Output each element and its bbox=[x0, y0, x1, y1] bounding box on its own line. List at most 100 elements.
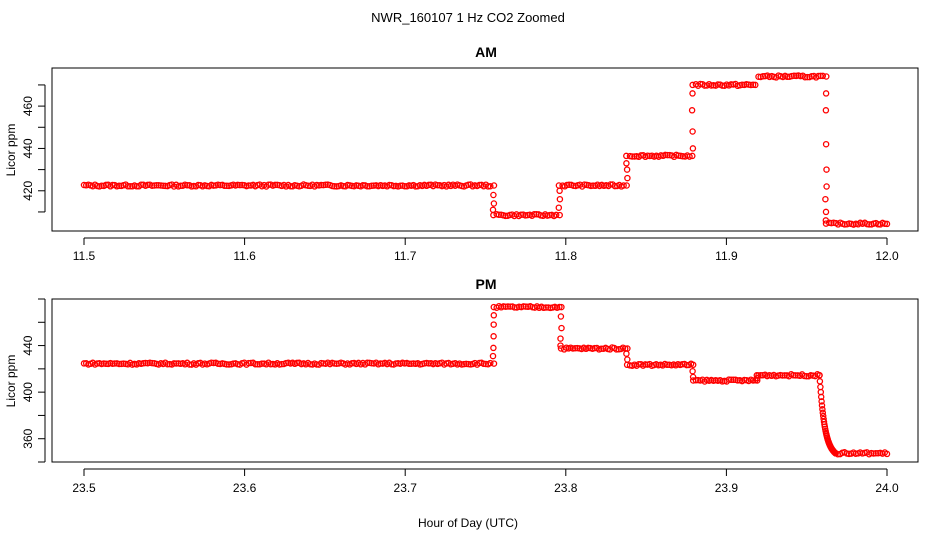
pm-data-point bbox=[502, 303, 509, 310]
pm-data-point bbox=[480, 360, 487, 368]
am-data-point bbox=[822, 195, 829, 203]
pm-data-point bbox=[557, 345, 565, 352]
pm-data-point bbox=[753, 372, 761, 379]
am-data-point bbox=[126, 182, 134, 190]
pm-panel-title: PM bbox=[476, 276, 497, 292]
am-points bbox=[80, 72, 891, 228]
pm-data-point bbox=[487, 359, 494, 367]
am-data-point bbox=[664, 151, 671, 159]
pm-data-point bbox=[816, 378, 824, 385]
am-data-point bbox=[738, 81, 746, 88]
am-y-tick-label: 460 bbox=[21, 96, 35, 116]
am-data-point bbox=[546, 211, 553, 219]
am-data-point bbox=[881, 220, 889, 227]
am-data-point bbox=[790, 72, 798, 79]
am-data-point bbox=[689, 81, 696, 89]
pm-data-point bbox=[490, 312, 498, 319]
am-data-point bbox=[883, 220, 891, 228]
am-data-point bbox=[556, 195, 564, 203]
am-data-point bbox=[124, 183, 132, 190]
am-data-point bbox=[155, 182, 162, 189]
pm-data-point bbox=[792, 372, 799, 379]
am-data-point bbox=[801, 73, 809, 81]
pm-data-point bbox=[642, 361, 649, 368]
pm-data-point bbox=[172, 360, 180, 367]
am-x-tick-label: 11.9 bbox=[715, 249, 738, 263]
pm-data-point bbox=[623, 350, 630, 357]
am-data-point bbox=[157, 182, 165, 189]
am-data-point bbox=[749, 81, 757, 88]
pm-data-point bbox=[490, 321, 497, 328]
am-data-point bbox=[689, 128, 696, 135]
am-data-point bbox=[331, 183, 338, 190]
am-data-point bbox=[822, 107, 830, 114]
pm-data-point bbox=[93, 360, 101, 367]
am-data-point bbox=[390, 182, 397, 190]
pm-x-tick-label: 23.9 bbox=[715, 481, 739, 495]
pm-data-point bbox=[142, 359, 149, 367]
am-data-point bbox=[517, 211, 525, 219]
pm-data-point bbox=[663, 361, 671, 369]
pm-plot-frame bbox=[51, 298, 919, 463]
pm-data-point bbox=[624, 356, 631, 363]
am-data-point bbox=[815, 72, 822, 80]
pm-data-point bbox=[115, 360, 123, 368]
pm-data-point bbox=[883, 450, 891, 458]
pm-data-point bbox=[476, 359, 483, 367]
pm-data-point bbox=[779, 372, 786, 379]
pm-data-point bbox=[170, 360, 178, 367]
am-data-point bbox=[623, 160, 630, 167]
pm-data-point bbox=[210, 359, 217, 367]
am-data-point bbox=[317, 181, 325, 189]
am-data-point bbox=[822, 208, 830, 216]
am-x-tick-label: 11.5 bbox=[73, 249, 96, 263]
am-data-point bbox=[144, 181, 151, 189]
am-data-point bbox=[490, 211, 497, 219]
pm-x-tick-label: 23.7 bbox=[394, 481, 418, 495]
am-data-point bbox=[98, 182, 105, 189]
pm-y-tick-label: 440 bbox=[21, 335, 35, 355]
am-data-point bbox=[236, 181, 244, 189]
am-data-point bbox=[686, 153, 693, 160]
pm-x-tick-label: 23.6 bbox=[233, 481, 257, 495]
pm-y-tick-label: 400 bbox=[21, 382, 35, 402]
pm-data-point bbox=[111, 360, 118, 367]
am-data-point bbox=[490, 200, 498, 207]
am-data-point bbox=[115, 182, 123, 190]
am-data-point bbox=[401, 182, 408, 190]
am-data-point bbox=[265, 181, 272, 188]
am-data-point bbox=[153, 182, 160, 189]
am-data-point bbox=[487, 182, 494, 190]
am-data-point bbox=[489, 206, 497, 214]
am-data-point bbox=[271, 181, 279, 189]
pm-data-point bbox=[392, 360, 400, 367]
pm-data-point bbox=[689, 367, 696, 375]
pm-data-point bbox=[730, 376, 737, 384]
pm-data-point bbox=[557, 313, 565, 320]
am-data-point bbox=[623, 166, 631, 173]
pm-data-point bbox=[689, 377, 697, 384]
pm-data-point bbox=[597, 345, 605, 352]
pm-data-point bbox=[801, 372, 808, 380]
pm-data-point bbox=[489, 352, 497, 360]
pm-data-point bbox=[267, 360, 274, 368]
am-axes: 11.5 11.6 11.7 11.8 11.9 12.0 420 440 460 bbox=[21, 84, 899, 263]
am-data-point bbox=[490, 191, 497, 199]
am-data-point bbox=[555, 204, 563, 211]
am-data-point bbox=[804, 73, 811, 81]
am-data-point bbox=[555, 182, 563, 189]
pm-data-point bbox=[490, 303, 498, 311]
am-data-point bbox=[151, 182, 158, 189]
am-data-point bbox=[530, 211, 538, 218]
pm-data-point bbox=[460, 360, 468, 368]
am-data-point bbox=[364, 183, 371, 190]
am-data-point bbox=[822, 217, 830, 224]
pm-data-point bbox=[462, 360, 470, 368]
am-data-point bbox=[688, 107, 696, 114]
pm-data-point bbox=[557, 342, 564, 349]
am-data-point bbox=[216, 181, 224, 189]
figure-title: NWR_160107 1 Hz CO2 Zoomed bbox=[371, 10, 565, 25]
pm-data-point bbox=[790, 372, 797, 379]
am-data-point bbox=[370, 182, 378, 189]
am-data-point bbox=[159, 182, 167, 189]
